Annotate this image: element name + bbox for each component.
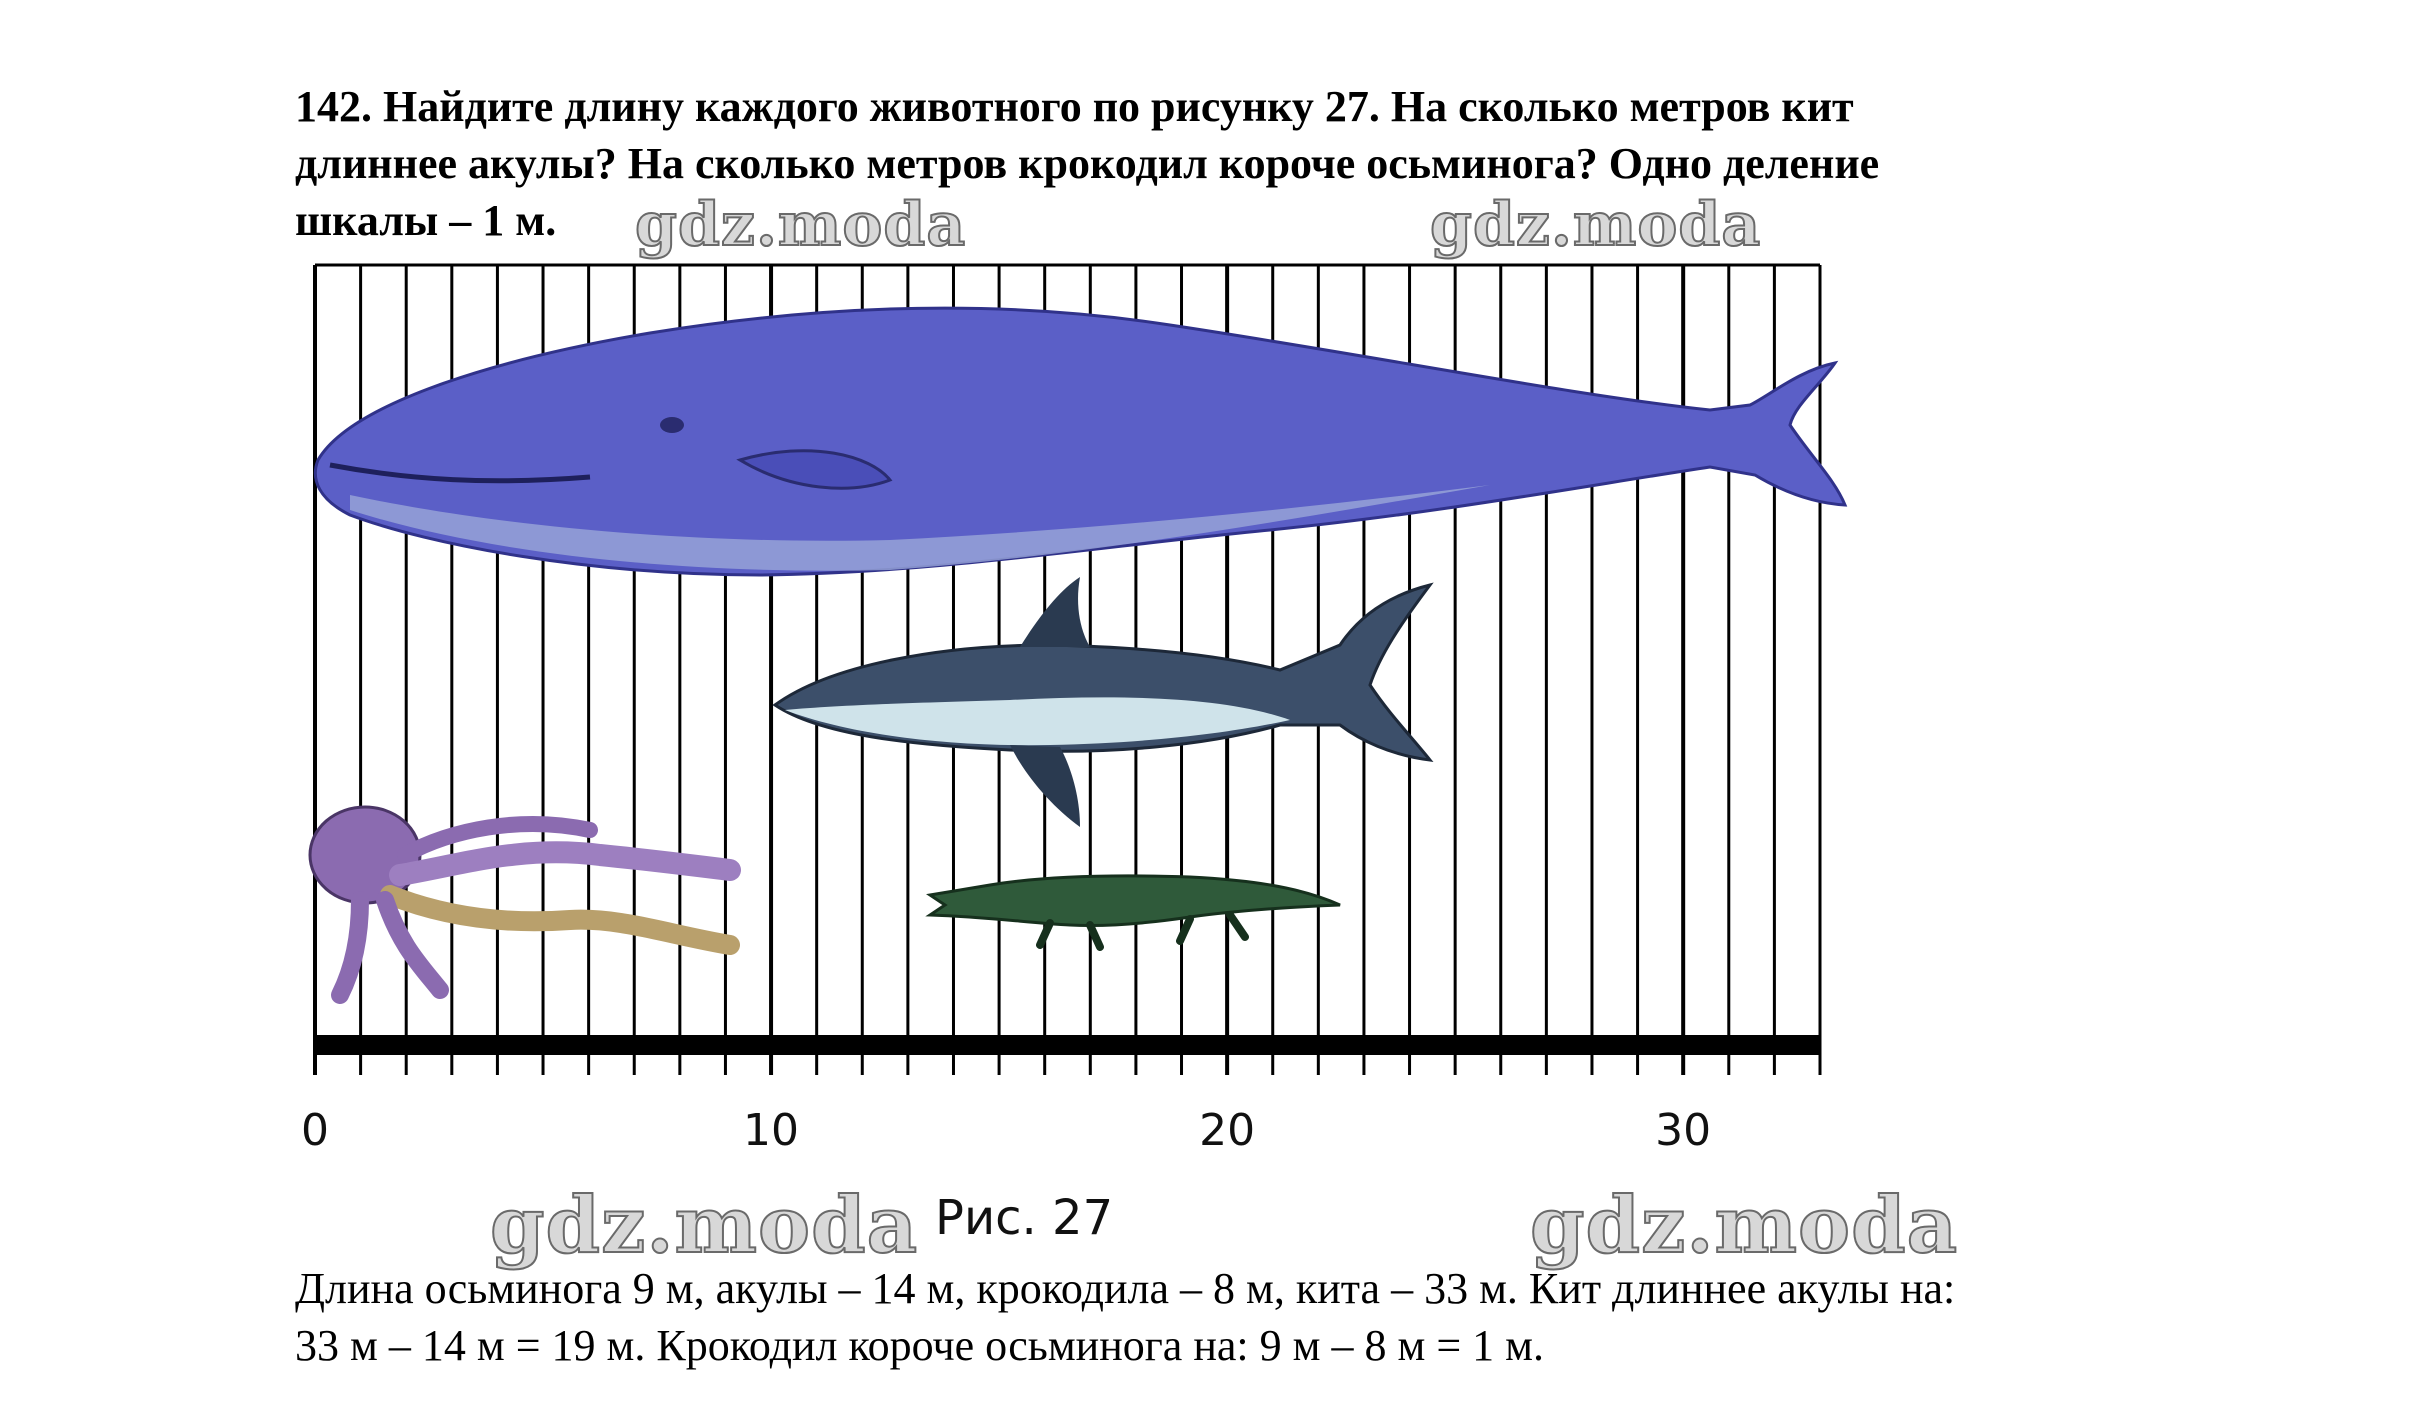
scale-tick-label: 0	[301, 1105, 329, 1156]
scale-tick-label: 10	[743, 1105, 799, 1156]
whale-belly	[350, 485, 1490, 571]
scale-figure: 0 10 20 30	[301, 263, 1848, 1156]
problem-statement: 142. Найдите длину каждого животного по …	[295, 78, 2195, 249]
answer-line: Длина осьминога 9 м, акулы – 14 м, кроко…	[295, 1264, 1956, 1313]
shark-illustration	[772, 577, 1434, 827]
watermark: gdz.moda	[489, 1179, 919, 1272]
whale-flipper	[736, 449, 893, 490]
octopus-arm	[397, 816, 598, 863]
scale-base-bar	[315, 1035, 1820, 1055]
crocodile-body	[925, 874, 1341, 928]
scale-tick-label: 20	[1199, 1105, 1255, 1156]
whale-eye	[660, 417, 684, 433]
octopus-arm	[389, 841, 741, 886]
crocodile-illustration	[925, 874, 1341, 951]
problem-line: шкалы – 1 м.	[295, 196, 557, 245]
watermark: gdz.moda	[1429, 189, 1762, 261]
octopus-arm	[331, 891, 369, 1004]
answer-text: Длина осьминога 9 м, акулы – 14 м, кроко…	[295, 1260, 2395, 1374]
octopus-arm	[380, 885, 740, 955]
problem-line: длиннее акулы? На сколько метров крокоди…	[295, 139, 1880, 188]
octopus-arm	[376, 891, 449, 999]
shark-dorsal-fin	[1020, 577, 1090, 647]
octopus-illustration	[308, 805, 741, 1004]
figure-27: 0 10 20 30	[290, 255, 1850, 1235]
watermark: gdz.moda	[1529, 1179, 1959, 1272]
shark-pectoral-fin	[1010, 745, 1080, 827]
problem-line: 142. Найдите длину каждого животного по …	[295, 82, 1854, 131]
whale-body	[313, 306, 1848, 577]
whale-mouth	[329, 462, 591, 484]
answer-line: 33 м – 14 м = 19 м. Крокодил короче осьм…	[295, 1321, 1544, 1370]
watermark: gdz.moda	[634, 189, 967, 261]
scale-tick-label: 30	[1655, 1105, 1711, 1156]
whale-illustration	[313, 306, 1848, 577]
shark-belly	[785, 697, 1290, 746]
figure-caption: Рис. 27	[935, 1190, 1114, 1246]
scale-axis: 0 10 20 30	[301, 1035, 1820, 1156]
crocodile-legs	[1036, 911, 1249, 951]
